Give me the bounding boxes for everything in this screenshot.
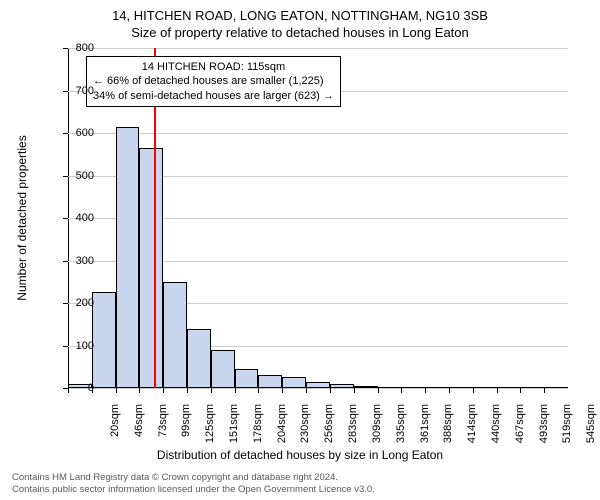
x-tick-mark: [473, 388, 474, 393]
x-tick-mark: [187, 388, 188, 393]
y-tick-label: 100: [34, 340, 94, 352]
histogram-bar: [187, 329, 211, 389]
x-tick-mark: [544, 388, 545, 393]
x-tick-label: 493sqm: [538, 404, 550, 454]
histogram-bar: [282, 377, 306, 388]
x-tick-mark: [354, 388, 355, 393]
x-tick-label: 20sqm: [109, 404, 121, 454]
histogram-bar: [354, 386, 378, 388]
x-tick-label: 99sqm: [180, 404, 192, 454]
histogram-bar: [92, 292, 116, 388]
x-tick-label: 388sqm: [442, 404, 454, 454]
y-tick-label: 500: [34, 170, 94, 182]
histogram-bar: [163, 282, 187, 388]
x-tick-label: 335sqm: [395, 404, 407, 454]
x-tick-mark: [497, 388, 498, 393]
x-tick-label: 125sqm: [204, 404, 216, 454]
x-tick-mark: [163, 388, 164, 393]
x-tick-label: 204sqm: [276, 404, 288, 454]
x-tick-label: 361sqm: [419, 404, 431, 454]
x-tick-mark: [449, 388, 450, 393]
x-tick-mark: [282, 388, 283, 393]
y-tick-label: 300: [34, 255, 94, 267]
x-tick-mark: [258, 388, 259, 393]
y-axis-label: Number of detached properties: [15, 135, 29, 300]
annotation-line: ← 66% of detached houses are smaller (1,…: [93, 74, 334, 88]
footer-line1: Contains HM Land Registry data © Crown c…: [12, 472, 588, 484]
histogram-bar: [235, 369, 259, 388]
chart-title-line1: 14, HITCHEN ROAD, LONG EATON, NOTTINGHAM…: [0, 0, 600, 23]
y-tick-label: 200: [34, 297, 94, 309]
x-tick-label: 519sqm: [561, 404, 573, 454]
x-tick-label: 73sqm: [157, 404, 169, 454]
x-tick-label: 151sqm: [228, 404, 240, 454]
x-tick-mark: [378, 388, 379, 393]
y-tick-label: 600: [34, 127, 94, 139]
x-tick-label: 46sqm: [133, 404, 145, 454]
x-tick-mark: [211, 388, 212, 393]
x-tick-label: 256sqm: [323, 404, 335, 454]
histogram-bar: [139, 148, 163, 388]
footer-line2: Contains public sector information licen…: [12, 484, 588, 496]
histogram-bar: [211, 350, 235, 388]
x-tick-mark: [235, 388, 236, 393]
annotation-line: 14 HITCHEN ROAD: 115sqm: [93, 60, 334, 74]
x-tick-mark: [401, 388, 402, 393]
y-tick-label: 800: [34, 42, 94, 54]
x-tick-mark: [139, 388, 140, 393]
grid-line: [68, 48, 568, 49]
x-tick-label: 283sqm: [347, 404, 359, 454]
y-tick-label: 400: [34, 212, 94, 224]
histogram-bar: [306, 382, 330, 388]
x-tick-mark: [116, 388, 117, 393]
plot-area: 14 HITCHEN ROAD: 115sqm← 66% of detached…: [68, 48, 568, 388]
x-tick-label: 414sqm: [466, 404, 478, 454]
grid-line: [68, 133, 568, 134]
x-tick-label: 230sqm: [299, 404, 311, 454]
annotation-line: 34% of semi-detached houses are larger (…: [93, 89, 334, 103]
x-tick-mark: [330, 388, 331, 393]
histogram-bar: [258, 375, 282, 388]
chart-title-line2: Size of property relative to detached ho…: [0, 23, 600, 40]
x-tick-label: 309sqm: [371, 404, 383, 454]
x-tick-label: 545sqm: [585, 404, 597, 454]
y-tick-label: 700: [34, 85, 94, 97]
histogram-bar: [330, 384, 354, 388]
y-tick-label: 0: [34, 382, 94, 394]
grid-line: [68, 388, 568, 389]
x-tick-label: 467sqm: [514, 404, 526, 454]
x-tick-label: 178sqm: [252, 404, 264, 454]
x-tick-mark: [520, 388, 521, 393]
annotation-box: 14 HITCHEN ROAD: 115sqm← 66% of detached…: [86, 56, 341, 107]
x-tick-mark: [425, 388, 426, 393]
histogram-bar: [116, 127, 140, 388]
footer-attribution: Contains HM Land Registry data © Crown c…: [12, 472, 588, 496]
x-tick-mark: [306, 388, 307, 393]
x-tick-label: 440sqm: [490, 404, 502, 454]
